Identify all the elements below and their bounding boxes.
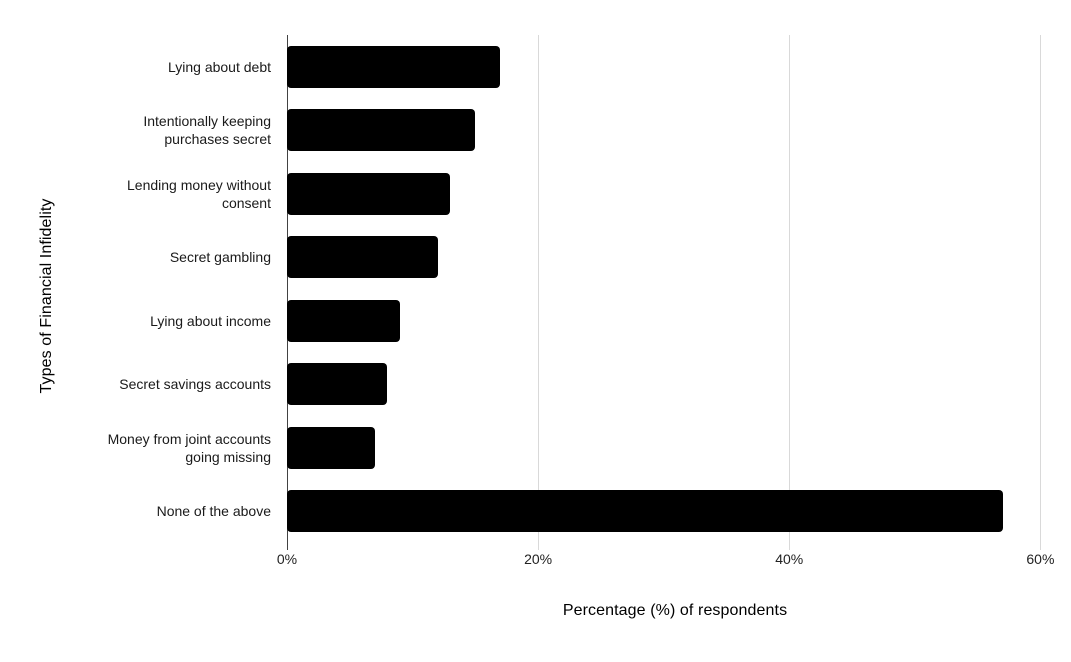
category-label-lending-money-without-consent: Lending money without consent [127,176,271,211]
bar-row-lying-about-income [287,289,1063,353]
category-row-secret-savings-accounts: Secret savings accounts [0,353,279,417]
x-axis-title: Percentage (%) of respondents [562,602,788,619]
gridline-60% [1040,35,1042,550]
bar-row-secret-gambling [287,226,1063,290]
bar-row-lending-money-without-consent [287,162,1063,226]
category-label-money-from-joint-accounts-going-missing: Money from joint accounts going missing [107,430,271,465]
y-axis-line [287,35,288,550]
category-label-secret-gambling: Secret gambling [169,249,271,266]
x-tick-label-40%: 40% [775,551,804,567]
x-tick-label-0%: 0% [276,551,298,567]
bar-none-of-the-above [287,490,1003,533]
plot-area [287,35,1063,550]
gridline-40% [789,35,791,550]
bar-money-from-joint-accounts-going-missing [287,426,375,469]
category-label-secret-savings-accounts: Secret savings accounts [119,376,271,393]
bar-lending-money-without-consent [287,172,451,215]
category-row-none-of-the-above: None of the above [0,480,279,544]
category-label-lying-about-debt: Lying about debt [167,58,271,75]
category-axis-labels: Lying about debt Intentionally keeping pu… [0,35,279,543]
x-tick-label-20%: 20% [524,551,553,567]
bar-row-none-of-the-above [287,480,1063,544]
bar-intentionally-keeping-purchases-secret [287,109,476,152]
bar-series [287,35,1063,543]
category-row-lying-about-debt: Lying about debt [0,35,279,99]
bar-row-secret-savings-accounts [287,353,1063,417]
x-axis-tick-labels: 0% 20% 40% 60% [277,551,1063,571]
category-row-secret-gambling: Secret gambling [0,226,279,290]
bar-row-intentionally-keeping-purchases-secret [287,99,1063,163]
category-row-lending-money-without-consent: Lending money without consent [0,162,279,226]
bar-secret-gambling [287,236,438,279]
category-row-money-from-joint-accounts-going-missing: Money from joint accounts going missing [0,416,279,480]
category-label-intentionally-keeping-purchases-secret: Intentionally keeping purchases secret [143,113,271,148]
bar-secret-savings-accounts [287,363,388,406]
category-row-intentionally-keeping-purchases-secret: Intentionally keeping purchases secret [0,99,279,163]
bar-lying-about-debt [287,45,501,88]
category-label-lying-about-income: Lying about income [150,312,271,329]
category-label-none-of-the-above: None of the above [156,503,271,520]
category-row-lying-about-income: Lying about income [0,289,279,353]
bar-lying-about-income [287,299,400,342]
bar-row-lying-about-debt [287,35,1063,99]
bar-row-money-from-joint-accounts-going-missing [287,416,1063,480]
x-tick-label-60%: 60% [1026,551,1055,567]
gridline-20% [538,35,540,550]
